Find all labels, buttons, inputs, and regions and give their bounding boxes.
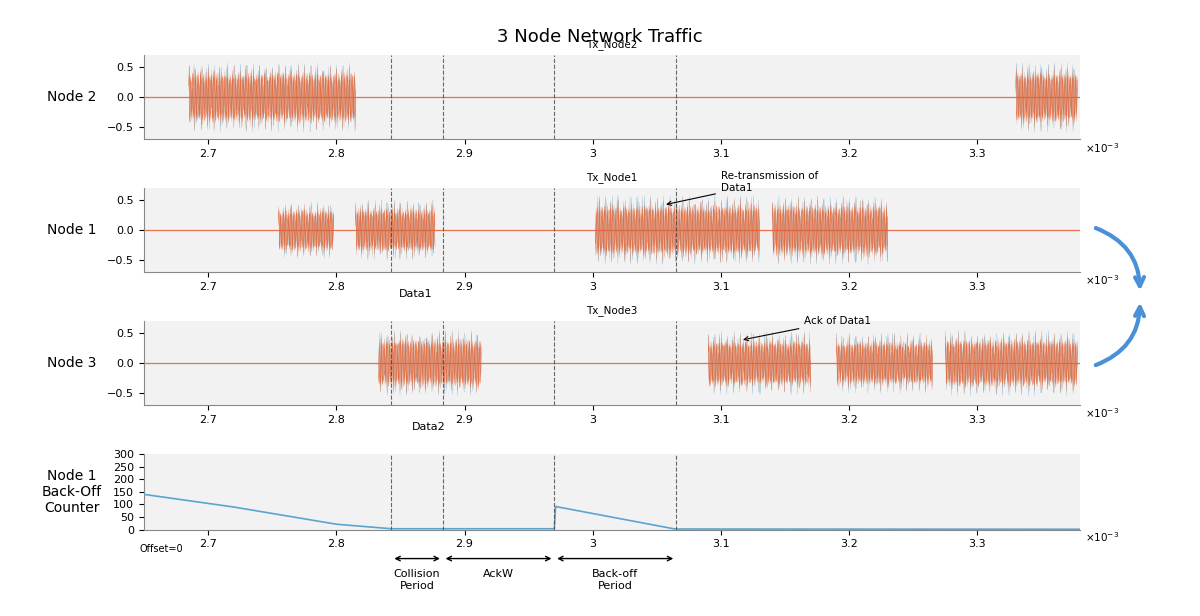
Text: Tx_Node1: Tx_Node1 [587, 172, 637, 183]
Text: Collision
Period: Collision Period [394, 569, 440, 591]
Text: Back-off
Period: Back-off Period [592, 569, 638, 591]
Y-axis label: Node 3: Node 3 [47, 356, 96, 370]
Text: Data2: Data2 [412, 421, 445, 432]
Text: $\times10^{-3}$: $\times10^{-3}$ [1085, 530, 1118, 544]
Text: Offset=0: Offset=0 [139, 545, 182, 554]
Text: $\times10^{-3}$: $\times10^{-3}$ [1085, 407, 1118, 420]
Y-axis label: Node 1
Back-Off
Counter: Node 1 Back-Off Counter [42, 469, 102, 515]
Text: Re-transmission of
Data1: Re-transmission of Data1 [667, 171, 818, 205]
Text: Ack of Data1: Ack of Data1 [744, 316, 871, 341]
Text: 3 Node Network Traffic: 3 Node Network Traffic [497, 28, 703, 46]
Text: Tx_Node2: Tx_Node2 [587, 39, 637, 51]
Text: Tx_Node3: Tx_Node3 [587, 305, 637, 316]
Y-axis label: Node 1: Node 1 [47, 223, 96, 237]
Text: Data1: Data1 [400, 289, 433, 299]
Y-axis label: Node 2: Node 2 [47, 91, 96, 104]
Text: $\times10^{-3}$: $\times10^{-3}$ [1085, 274, 1118, 288]
Text: AckW: AckW [484, 569, 514, 579]
Text: $\times10^{-3}$: $\times10^{-3}$ [1085, 141, 1118, 155]
